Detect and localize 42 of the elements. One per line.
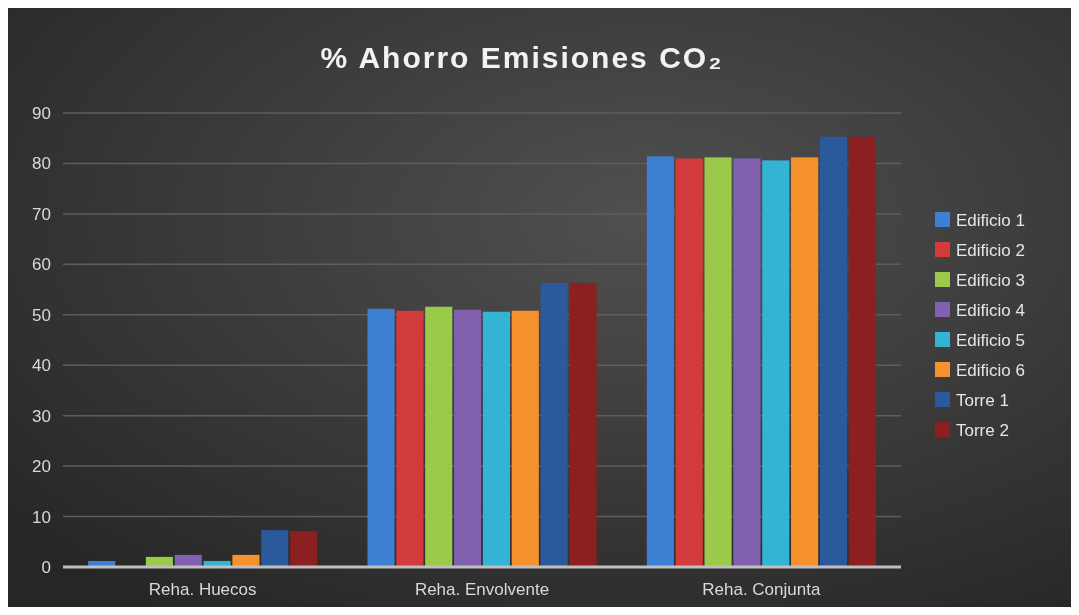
bar bbox=[454, 309, 482, 567]
y-tick-label: 60 bbox=[32, 255, 51, 275]
legend-label: Edificio 3 bbox=[956, 270, 1025, 290]
y-tick-label: 0 bbox=[41, 557, 51, 577]
legend-label: Torre 1 bbox=[956, 390, 1009, 410]
bar bbox=[762, 160, 790, 567]
bar bbox=[482, 311, 510, 567]
legend-label: Torre 2 bbox=[956, 420, 1009, 440]
bar bbox=[704, 157, 732, 567]
y-tick-label: 10 bbox=[32, 507, 51, 527]
bar bbox=[646, 156, 674, 567]
bar bbox=[791, 157, 819, 567]
chart-title: % Ahorro Emisiones CO₂ bbox=[320, 41, 724, 74]
y-tick-label: 30 bbox=[32, 406, 51, 426]
bar bbox=[396, 310, 424, 567]
bar bbox=[174, 554, 202, 567]
bar bbox=[232, 554, 260, 567]
x-tick-label: Reha. Huecos bbox=[148, 580, 257, 599]
legend-label: Edificio 5 bbox=[956, 330, 1025, 350]
legend-label: Edificio 2 bbox=[956, 240, 1025, 260]
bar bbox=[675, 158, 703, 567]
y-tick-label: 80 bbox=[32, 154, 51, 174]
legend-label: Edificio 1 bbox=[956, 210, 1025, 230]
y-tick-label: 40 bbox=[32, 356, 51, 376]
bar bbox=[511, 310, 539, 567]
bar bbox=[425, 306, 453, 567]
x-tick-label: Reha. Envolvente bbox=[414, 580, 550, 599]
bar bbox=[290, 531, 318, 567]
bar bbox=[569, 283, 597, 567]
y-tick-label: 70 bbox=[32, 204, 51, 224]
y-tick-label: 20 bbox=[32, 457, 51, 477]
legend-label: Edificio 4 bbox=[956, 300, 1025, 320]
bar bbox=[367, 308, 395, 567]
bar bbox=[848, 136, 876, 567]
y-tick-label: 50 bbox=[32, 305, 51, 325]
bar bbox=[819, 136, 848, 567]
bar bbox=[733, 158, 761, 567]
x-tick-label: Reha. Conjunta bbox=[702, 580, 821, 599]
bar bbox=[261, 530, 289, 567]
legend-label: Edificio 6 bbox=[956, 360, 1025, 380]
bar bbox=[540, 283, 568, 567]
y-tick-label: 90 bbox=[32, 103, 51, 123]
